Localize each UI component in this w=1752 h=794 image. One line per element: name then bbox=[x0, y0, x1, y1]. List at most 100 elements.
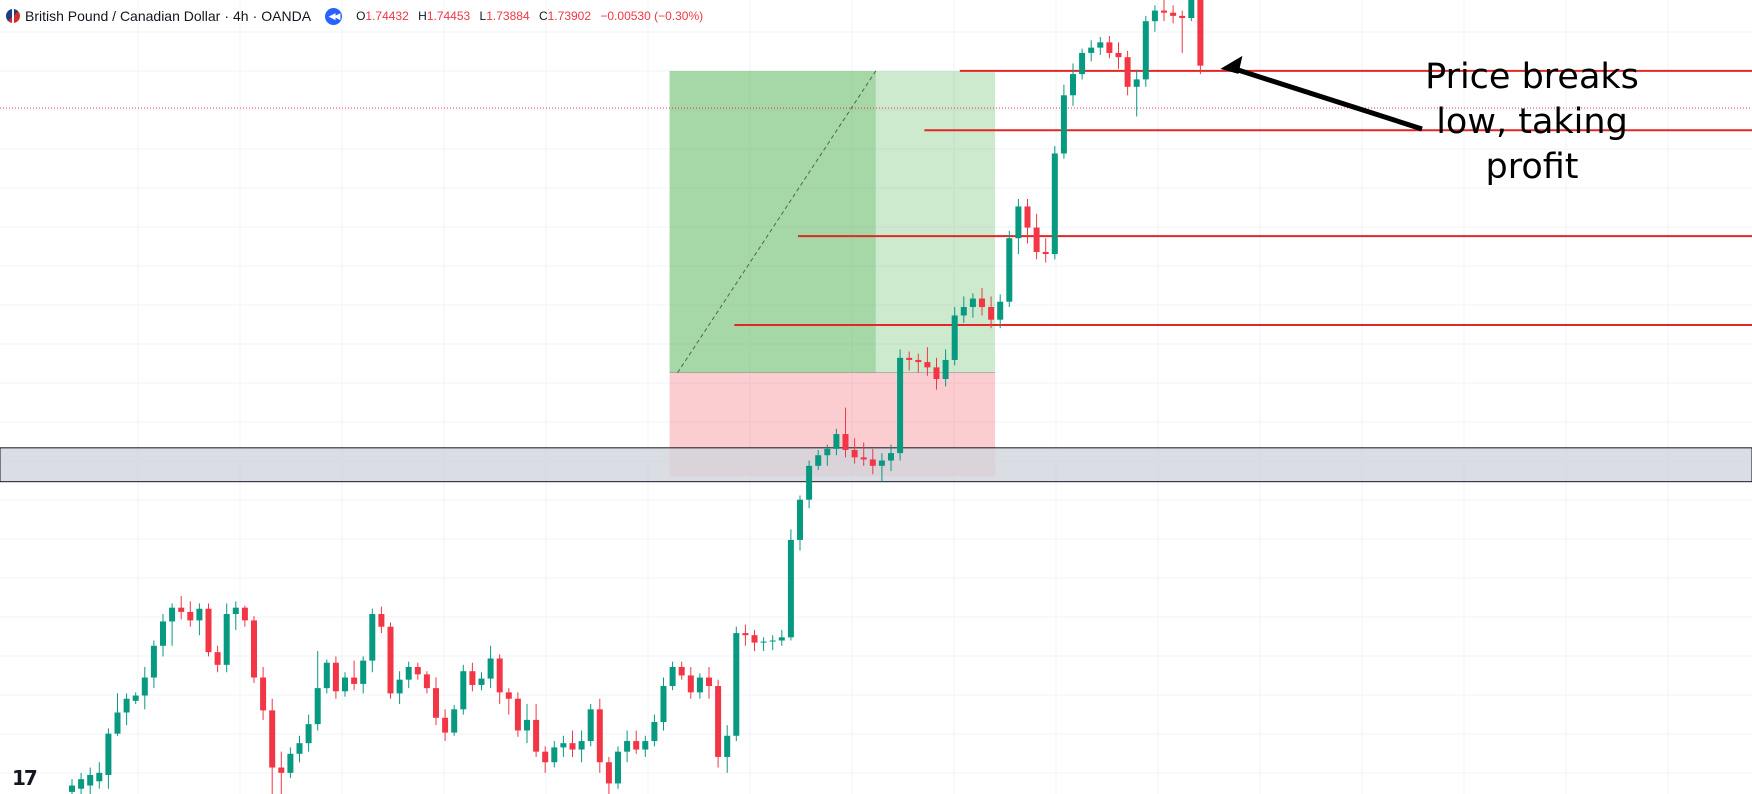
candle-body bbox=[833, 434, 840, 449]
candle-body bbox=[123, 698, 130, 713]
symbol-name[interactable]: British Pound / Canadian Dollar bbox=[25, 8, 221, 24]
candle-body bbox=[1088, 47, 1095, 53]
candle-body bbox=[487, 658, 494, 679]
candle bbox=[897, 349, 904, 461]
candle-body bbox=[878, 460, 885, 466]
candle bbox=[451, 705, 458, 736]
candle bbox=[624, 730, 631, 763]
candlestick-series bbox=[69, 0, 1204, 794]
candle-body bbox=[542, 751, 549, 763]
candle bbox=[1088, 40, 1095, 62]
candle-body bbox=[1051, 153, 1058, 255]
candle bbox=[851, 438, 858, 464]
candle bbox=[487, 645, 494, 689]
candle-body bbox=[733, 633, 740, 736]
candle-body bbox=[232, 607, 239, 615]
candle bbox=[1042, 238, 1049, 263]
candle-body bbox=[1060, 95, 1067, 154]
candle bbox=[332, 656, 339, 699]
candle bbox=[323, 659, 330, 694]
candle-body bbox=[797, 499, 803, 540]
candle-body bbox=[1115, 52, 1122, 58]
candle bbox=[460, 664, 467, 715]
candle bbox=[542, 746, 549, 773]
candle bbox=[1097, 37, 1104, 56]
candle-body bbox=[724, 735, 731, 757]
candle-body bbox=[706, 677, 712, 687]
candle-body bbox=[687, 675, 694, 693]
candle bbox=[196, 603, 203, 636]
candle bbox=[642, 735, 649, 757]
candle-body bbox=[360, 660, 367, 684]
candle-body bbox=[160, 621, 166, 646]
candle-body bbox=[442, 717, 449, 733]
candle bbox=[260, 666, 267, 720]
candle-body bbox=[605, 762, 612, 784]
candle-body bbox=[278, 767, 285, 773]
candle bbox=[342, 672, 348, 697]
candle bbox=[469, 662, 476, 692]
candle bbox=[924, 347, 931, 376]
candle-body bbox=[551, 747, 558, 763]
candle bbox=[296, 735, 303, 763]
annotation-line: profit bbox=[1485, 147, 1579, 187]
candle bbox=[241, 605, 248, 627]
candle bbox=[351, 660, 358, 691]
candle-body bbox=[715, 686, 722, 757]
candle bbox=[997, 294, 1004, 329]
candle-body bbox=[387, 626, 394, 694]
candle-body bbox=[1024, 206, 1031, 228]
candle bbox=[150, 640, 157, 689]
ohlc-values: O1.74432 H1.74453 L1.73884 C1.73902 −0.0… bbox=[356, 9, 709, 23]
candle-body bbox=[433, 688, 439, 718]
candle bbox=[287, 747, 294, 779]
candle bbox=[605, 756, 612, 794]
candle bbox=[1161, 0, 1167, 22]
candle-body bbox=[1188, 0, 1195, 18]
broker-label[interactable]: OANDA bbox=[261, 8, 312, 24]
candle bbox=[96, 762, 103, 789]
candle bbox=[214, 645, 221, 673]
candle bbox=[869, 448, 876, 475]
candle bbox=[933, 357, 940, 390]
candle-body bbox=[1124, 57, 1131, 87]
candle-body bbox=[969, 298, 976, 308]
candle bbox=[969, 293, 976, 318]
candle bbox=[979, 287, 985, 316]
candle bbox=[724, 725, 731, 773]
candle bbox=[824, 444, 831, 466]
candle-body bbox=[533, 719, 540, 752]
candle bbox=[1006, 230, 1013, 308]
candle-body bbox=[332, 662, 339, 692]
change-value: −0.00530 (−0.30%) bbox=[600, 9, 704, 23]
support-zone bbox=[0, 447, 1752, 483]
candle-body bbox=[869, 459, 876, 466]
candle bbox=[787, 529, 794, 641]
candle-body bbox=[1097, 42, 1104, 48]
candle-body bbox=[1151, 10, 1158, 22]
candle-body bbox=[778, 637, 785, 641]
candle bbox=[715, 679, 722, 768]
candle-body bbox=[269, 710, 276, 768]
candle-body bbox=[187, 611, 194, 621]
candle bbox=[906, 351, 913, 371]
candle bbox=[1051, 146, 1058, 260]
candle-body bbox=[214, 652, 221, 665]
candle bbox=[797, 495, 803, 551]
tradingview-logo-icon[interactable]: 17 bbox=[12, 766, 38, 790]
replay-icon[interactable]: ◀◀ bbox=[325, 7, 343, 25]
candle-body bbox=[1197, 0, 1204, 66]
candle bbox=[696, 673, 703, 699]
candle-body bbox=[1161, 10, 1167, 13]
interval-label[interactable]: 4h bbox=[233, 8, 249, 24]
candle bbox=[105, 728, 112, 789]
candle bbox=[360, 656, 367, 694]
candle-body bbox=[305, 724, 312, 744]
candle-body bbox=[524, 719, 530, 731]
candle bbox=[141, 666, 148, 710]
candle-body bbox=[560, 743, 567, 748]
candle bbox=[687, 666, 694, 699]
candle bbox=[806, 460, 813, 509]
open-label: O bbox=[356, 9, 366, 23]
